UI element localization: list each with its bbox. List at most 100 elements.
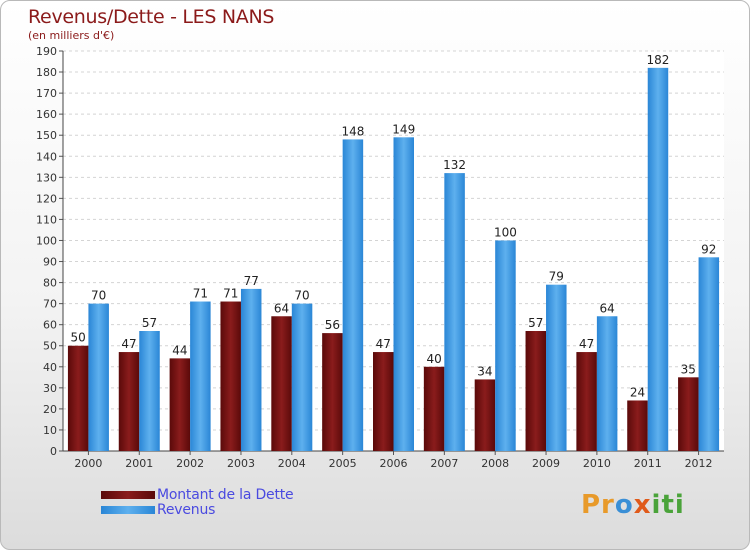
y-tick-label: 10	[43, 424, 57, 437]
x-tick-label: 2004	[278, 457, 306, 470]
bar-revenus	[342, 139, 364, 451]
data-label-dette: 57	[528, 316, 543, 330]
y-tick-label: 120	[36, 192, 57, 205]
x-tick-label: 2009	[532, 457, 560, 470]
x-tick-label: 2002	[176, 457, 204, 470]
bar-dette	[525, 331, 547, 451]
x-tick-label: 2008	[481, 457, 509, 470]
data-label-dette: 35	[681, 362, 696, 376]
bar-revenus	[139, 331, 160, 451]
data-label-revenus: 148	[341, 124, 364, 138]
y-tick-label: 150	[36, 129, 57, 142]
logo-part: o	[614, 490, 634, 520]
data-label-dette: 47	[579, 337, 594, 351]
data-label-revenus: 132	[443, 158, 466, 172]
data-label-revenus: 79	[549, 270, 564, 284]
data-label-revenus: 182	[647, 53, 670, 67]
data-label-dette: 64	[274, 301, 289, 315]
x-tick-label: 2000	[74, 457, 102, 470]
data-label-dette: 47	[121, 337, 136, 351]
x-tick-label: 2012	[685, 457, 713, 470]
logo-part: Pr	[581, 490, 615, 520]
data-label-revenus: 57	[142, 316, 157, 330]
y-tick-label: 80	[43, 277, 57, 290]
bar-revenus	[393, 137, 414, 451]
data-label-dette: 71	[223, 287, 238, 301]
bar-dette	[169, 358, 191, 451]
x-tick-label: 2006	[380, 457, 408, 470]
bar-dette	[220, 301, 241, 451]
y-tick-label: 50	[43, 340, 57, 353]
data-label-revenus: 64	[599, 301, 614, 315]
y-tick-label: 110	[36, 213, 57, 226]
bar-dette	[423, 366, 445, 451]
chart-subtitle: (en milliers d'€)	[28, 29, 115, 42]
bar-dette	[576, 352, 597, 451]
bar-revenus	[190, 301, 211, 451]
y-tick-label: 70	[43, 298, 57, 311]
y-tick-label: 60	[43, 319, 57, 332]
bar-revenus	[88, 303, 109, 451]
y-tick-label: 160	[36, 108, 57, 121]
y-tick-label: 190	[36, 45, 57, 58]
y-tick-label: 20	[43, 403, 57, 416]
bar-dette	[373, 352, 394, 451]
data-label-revenus: 149	[392, 122, 415, 136]
legend-item-revenus: Revenus	[101, 501, 293, 518]
bar-dette	[474, 379, 496, 451]
bar-dette	[322, 333, 343, 451]
data-label-revenus: 70	[91, 289, 106, 303]
data-label-dette: 24	[630, 385, 645, 399]
chart-title: Revenus/Dette - LES NANS	[28, 6, 275, 28]
bar-revenus	[647, 67, 669, 451]
legend: Montant de la Dette Revenus	[101, 486, 294, 518]
bar-dette	[678, 377, 699, 451]
bar-revenus	[240, 288, 262, 451]
y-tick-label: 180	[36, 66, 57, 79]
data-label-dette: 40	[426, 352, 441, 366]
x-tick-label: 2003	[227, 457, 255, 470]
x-tick-label: 2001	[125, 457, 153, 470]
y-tick-label: 130	[36, 171, 57, 184]
data-label-revenus: 100	[494, 225, 517, 239]
bar-revenus	[698, 257, 720, 451]
data-label-dette: 50	[71, 331, 86, 345]
bar-revenus	[596, 316, 618, 451]
legend-item-dette: Montant de la Dette	[101, 486, 294, 503]
bar-dette	[118, 352, 140, 451]
bar-revenus	[546, 284, 567, 451]
y-tick-label: 170	[36, 87, 57, 100]
data-label-revenus: 92	[701, 242, 716, 256]
bar-revenus	[444, 173, 465, 451]
logo-part: iti	[651, 490, 685, 520]
legend-label-revenus: Revenus	[157, 501, 216, 518]
bar-revenus	[495, 240, 516, 451]
y-tick-label: 100	[36, 234, 57, 247]
bar-dette	[67, 345, 89, 451]
legend-swatch-revenus	[101, 505, 155, 514]
x-tick-label: 2011	[634, 457, 662, 470]
data-label-revenus: 70	[294, 289, 309, 303]
y-tick-label: 90	[43, 256, 57, 269]
proxiti-logo: Proxiti	[581, 490, 685, 520]
logo-part: x	[633, 490, 652, 520]
y-tick-label: 140	[36, 150, 57, 163]
data-label-dette: 47	[376, 337, 391, 351]
y-tick-label: 30	[43, 382, 57, 395]
data-label-dette: 34	[477, 364, 492, 378]
y-tick-label: 0	[50, 445, 57, 458]
data-label-revenus: 77	[244, 274, 259, 288]
x-tick-label: 2005	[329, 457, 357, 470]
bar-revenus	[291, 303, 313, 451]
bar-dette	[271, 316, 292, 451]
data-label-dette: 56	[325, 318, 340, 332]
x-tick-label: 2007	[430, 457, 458, 470]
data-label-revenus: 71	[193, 287, 208, 301]
legend-label-dette: Montant de la Dette	[157, 486, 294, 503]
data-label-dette: 44	[172, 343, 187, 357]
bar-dette	[627, 400, 648, 451]
y-tick-label: 40	[43, 361, 57, 374]
x-tick-label: 2010	[583, 457, 611, 470]
